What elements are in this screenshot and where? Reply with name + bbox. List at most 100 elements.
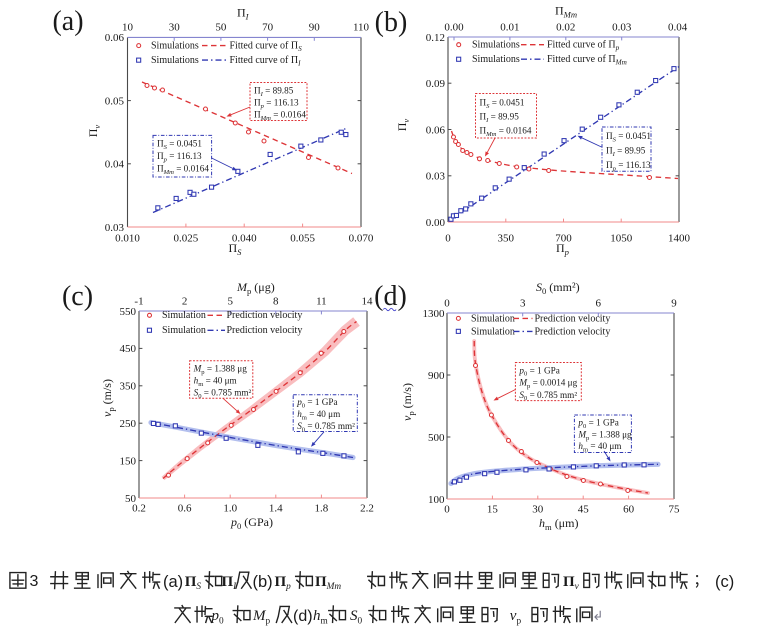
svg-text:3: 3 <box>30 573 39 590</box>
svg-text:0.040: 0.040 <box>232 233 257 245</box>
svg-text:vp​ (m/s): vp​ (m/s) <box>400 383 416 421</box>
svg-text:45: 45 <box>578 504 590 516</box>
svg-text:Prediction velocity: Prediction velocity <box>535 313 611 324</box>
svg-text:15: 15 <box>487 504 499 516</box>
svg-text:Πp​ = 116.13: Πp​ = 116.13 <box>254 98 299 110</box>
svg-text:ΠS​: ΠS​ <box>185 574 202 592</box>
svg-text:Simulations: Simulations <box>472 54 520 65</box>
svg-text:250: 250 <box>120 418 137 430</box>
svg-text:Mp​ = 1.388 μg: Mp​ = 1.388 μg <box>577 430 632 442</box>
svg-text:vp​ (m/s): vp​ (m/s) <box>100 379 116 417</box>
svg-text:(a): (a) <box>163 573 183 591</box>
svg-text:1.8: 1.8 <box>315 503 329 515</box>
svg-text:1.0: 1.0 <box>223 503 237 515</box>
svg-text:10: 10 <box>122 22 134 34</box>
svg-text:p0​ = 1 GPa: p0​ = 1 GPa <box>518 365 559 377</box>
svg-text:30: 30 <box>532 504 544 516</box>
svg-text:0.055: 0.055 <box>290 233 315 245</box>
svg-text:0.12: 0.12 <box>426 32 445 44</box>
svg-text:500: 500 <box>428 432 445 444</box>
svg-text:700: 700 <box>555 233 572 245</box>
svg-text:Mp​: Mp​ <box>252 608 271 626</box>
svg-text:hm​: hm​ <box>313 608 329 626</box>
svg-text:Fitted curve of ΠS​: Fitted curve of ΠS​ <box>230 41 303 54</box>
svg-text:0.010: 0.010 <box>115 233 140 245</box>
svg-text:ΠMm​: ΠMm​ <box>315 574 341 592</box>
svg-text:50: 50 <box>215 22 227 34</box>
svg-text:0.6: 0.6 <box>178 503 192 515</box>
svg-text:350: 350 <box>498 233 515 245</box>
svg-text:100: 100 <box>428 494 445 506</box>
svg-text:S0​ = 0.785 mm²: S0​ = 0.785 mm² <box>194 388 252 400</box>
svg-text:Πp​ = 116.13: Πp​ = 116.13 <box>157 151 202 163</box>
svg-text:1300: 1300 <box>423 308 446 320</box>
svg-text:p0​ = 1 GPa: p0​ = 1 GPa <box>577 418 618 430</box>
svg-text:Mp​ (μg): Mp​ (μg) <box>236 280 275 296</box>
svg-text:ΠMm​ = 0.0164: ΠMm​ = 0.0164 <box>254 110 306 122</box>
svg-text:0.03: 0.03 <box>612 22 632 34</box>
svg-text:(c): (c) <box>715 573 734 591</box>
svg-text:ΠI​ = 89.95: ΠI​ = 89.95 <box>480 112 520 124</box>
svg-text:14: 14 <box>362 296 374 308</box>
svg-text:0.04: 0.04 <box>668 22 688 34</box>
svg-text:Πv​: Πv​ <box>86 125 102 138</box>
svg-text:ΠMm​ = 0.0164: ΠMm​ = 0.0164 <box>157 164 209 176</box>
svg-text:ΠS​ = 0.0451: ΠS​ = 0.0451 <box>606 131 651 143</box>
svg-text:Mp​ = 0.0014 μg: Mp​ = 0.0014 μg <box>518 378 577 390</box>
svg-text:p0​ (GPa): p0​ (GPa) <box>230 515 273 531</box>
svg-text:Simulations: Simulations <box>151 41 199 52</box>
svg-text:90: 90 <box>309 22 321 34</box>
svg-text:0.04: 0.04 <box>105 159 125 171</box>
svg-text:30: 30 <box>169 22 181 34</box>
svg-text:S0​ (mm²): S0​ (mm²) <box>536 280 580 296</box>
svg-text:0.01: 0.01 <box>500 22 519 34</box>
svg-text:1050: 1050 <box>610 233 633 245</box>
svg-text:ΠS​ = 0.0451: ΠS​ = 0.0451 <box>480 98 525 110</box>
svg-text:ΠI​ = 89.85: ΠI​ = 89.85 <box>254 86 294 98</box>
svg-text:hm​ = 40 μm: hm​ = 40 μm <box>194 376 237 388</box>
svg-text:Simulation: Simulation <box>162 325 206 336</box>
svg-text:Fitted curve of ΠMm​: Fitted curve of ΠMm​ <box>547 54 627 67</box>
svg-text:110: 110 <box>353 22 370 34</box>
svg-text:ΠMm​ = 0.0164: ΠMm​ = 0.0164 <box>480 126 532 138</box>
svg-text:0.06: 0.06 <box>105 32 125 44</box>
svg-text:6: 6 <box>596 298 602 310</box>
svg-text:Simulation: Simulation <box>471 326 515 337</box>
svg-text:0.06: 0.06 <box>426 124 446 136</box>
svg-text:50: 50 <box>125 493 137 505</box>
svg-text:(d): (d) <box>293 608 313 625</box>
svg-text:(a): (a) <box>52 6 83 37</box>
svg-text:75: 75 <box>669 504 681 516</box>
svg-text:p0​: p0​ <box>211 608 225 626</box>
svg-text:150: 150 <box>120 455 137 467</box>
svg-text:ΠMm​: ΠMm​ <box>555 4 577 20</box>
svg-text:hm​ (μm): hm​ (μm) <box>539 516 578 532</box>
svg-text:0.070: 0.070 <box>349 233 374 245</box>
svg-text:(c): (c) <box>62 281 93 312</box>
svg-text:Prediction velocity: Prediction velocity <box>227 325 303 336</box>
svg-text:hm​ = 40 μm: hm​ = 40 μm <box>578 441 621 453</box>
svg-text:900: 900 <box>428 370 445 382</box>
svg-text:0.2: 0.2 <box>132 503 146 515</box>
svg-text:ΠI​: ΠI​ <box>237 6 250 22</box>
svg-text:Prediction velocity: Prediction velocity <box>227 310 303 321</box>
svg-text:ΠI​ = 89.95: ΠI​ = 89.95 <box>606 146 646 158</box>
svg-text:11: 11 <box>316 296 327 308</box>
svg-text:8: 8 <box>273 296 279 308</box>
svg-text:3: 3 <box>520 298 526 310</box>
svg-text:0: 0 <box>444 298 450 310</box>
svg-text:vp​: vp​ <box>510 608 522 626</box>
svg-text:0.09: 0.09 <box>426 78 446 90</box>
svg-text:-1: -1 <box>134 296 143 308</box>
svg-text:Prediction velocity: Prediction velocity <box>535 326 611 337</box>
svg-text:Πp​ = 116.13: Πp​ = 116.13 <box>606 160 651 172</box>
svg-text:1400: 1400 <box>668 233 691 245</box>
svg-text:0.03: 0.03 <box>426 171 446 183</box>
svg-text:Fitted curve of ΠI​: Fitted curve of ΠI​ <box>230 55 302 68</box>
svg-text:(b): (b) <box>375 7 408 38</box>
svg-text:0.025: 0.025 <box>174 233 199 245</box>
svg-text:0: 0 <box>445 233 451 245</box>
svg-text:0.05: 0.05 <box>105 95 125 107</box>
svg-text:60: 60 <box>623 504 635 516</box>
svg-text:p0​ = 1 GPa: p0​ = 1 GPa <box>296 397 337 409</box>
